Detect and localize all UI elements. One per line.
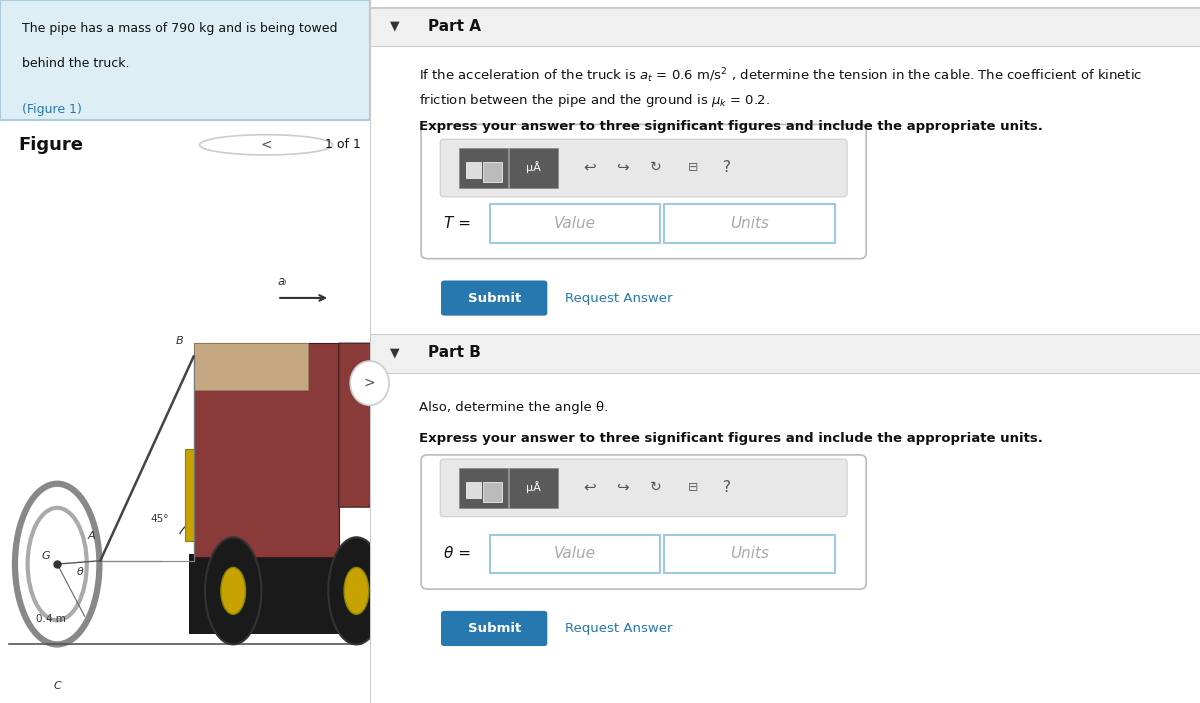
Text: Request Answer: Request Answer [565, 622, 672, 635]
Text: θ =: θ = [444, 546, 472, 562]
Text: ↩: ↩ [583, 160, 596, 175]
Bar [193, 343, 308, 390]
Text: θ: θ [77, 567, 83, 577]
FancyBboxPatch shape [421, 455, 866, 589]
Text: Part B: Part B [427, 345, 481, 361]
Text: <: < [260, 138, 272, 152]
Polygon shape [338, 343, 378, 507]
FancyBboxPatch shape [440, 459, 847, 517]
FancyBboxPatch shape [484, 482, 502, 502]
Text: (Figure 1): (Figure 1) [22, 103, 82, 116]
Text: >: > [364, 376, 376, 390]
Bar [370, 7, 1200, 46]
FancyBboxPatch shape [509, 468, 558, 508]
Text: Also, determine the angle θ.: Also, determine the angle θ. [420, 401, 608, 413]
Text: Units: Units [730, 546, 769, 562]
Text: ?: ? [722, 479, 731, 495]
FancyBboxPatch shape [665, 534, 835, 574]
Text: Submit: Submit [468, 292, 521, 304]
FancyBboxPatch shape [466, 162, 481, 178]
Text: Request Answer: Request Answer [565, 292, 672, 304]
Circle shape [329, 537, 384, 645]
Circle shape [350, 361, 389, 405]
Text: ⊟: ⊟ [689, 481, 698, 494]
FancyBboxPatch shape [193, 343, 338, 557]
FancyBboxPatch shape [442, 611, 547, 646]
Text: Value: Value [554, 216, 596, 231]
Text: Express your answer to three significant figures and include the appropriate uni: Express your answer to three significant… [420, 120, 1043, 132]
Text: The pipe has a mass of 790 kg and is being towed: The pipe has a mass of 790 kg and is bei… [22, 22, 337, 34]
Circle shape [221, 567, 246, 614]
Text: ▼: ▼ [390, 20, 400, 32]
Text: ↪: ↪ [617, 479, 629, 495]
Text: Value: Value [554, 546, 596, 562]
Text: aᵢ: aᵢ [277, 275, 287, 288]
Text: behind the truck.: behind the truck. [22, 58, 130, 70]
FancyBboxPatch shape [665, 204, 835, 243]
Text: ⊟: ⊟ [689, 161, 698, 174]
Text: 45°: 45° [151, 514, 169, 524]
Circle shape [199, 135, 332, 155]
Text: G: G [42, 550, 50, 561]
Text: 0.4 m: 0.4 m [36, 614, 66, 624]
Bar [190, 554, 361, 634]
Text: friction between the pipe and the ground is $\mu_k$ = 0.2.: friction between the pipe and the ground… [420, 92, 770, 109]
FancyBboxPatch shape [490, 534, 660, 574]
FancyBboxPatch shape [440, 139, 847, 197]
FancyBboxPatch shape [466, 482, 481, 498]
FancyBboxPatch shape [442, 280, 547, 316]
FancyBboxPatch shape [460, 148, 509, 188]
Text: ↩: ↩ [583, 479, 596, 495]
Text: μÅ: μÅ [526, 482, 541, 493]
Text: Express your answer to three significant figures and include the appropriate uni: Express your answer to three significant… [420, 432, 1043, 445]
Text: B: B [175, 337, 184, 347]
Text: ↻: ↻ [650, 160, 662, 174]
FancyBboxPatch shape [484, 162, 502, 182]
FancyBboxPatch shape [509, 148, 558, 188]
FancyBboxPatch shape [490, 204, 660, 243]
Text: C: C [53, 681, 61, 691]
Text: A: A [88, 531, 95, 541]
Text: Submit: Submit [468, 622, 521, 635]
Text: ?: ? [722, 160, 731, 175]
Bar [370, 334, 1200, 373]
FancyBboxPatch shape [0, 0, 370, 120]
Circle shape [205, 537, 262, 645]
Text: Figure: Figure [18, 136, 84, 154]
Text: T =: T = [444, 216, 472, 231]
FancyBboxPatch shape [460, 468, 509, 508]
Text: μÅ: μÅ [526, 162, 541, 173]
Text: Part A: Part A [427, 18, 481, 34]
Circle shape [344, 567, 368, 614]
Text: If the acceleration of the truck is $a_t$ = 0.6 m/s$^2$ , determine the tension : If the acceleration of the truck is $a_t… [420, 67, 1142, 86]
Text: 1 of 1: 1 of 1 [325, 138, 361, 151]
Text: Units: Units [730, 216, 769, 231]
Text: ↪: ↪ [617, 160, 629, 175]
Text: ↻: ↻ [650, 480, 662, 494]
Bar [185, 449, 193, 541]
FancyBboxPatch shape [421, 124, 866, 259]
Text: ▼: ▼ [390, 347, 400, 359]
